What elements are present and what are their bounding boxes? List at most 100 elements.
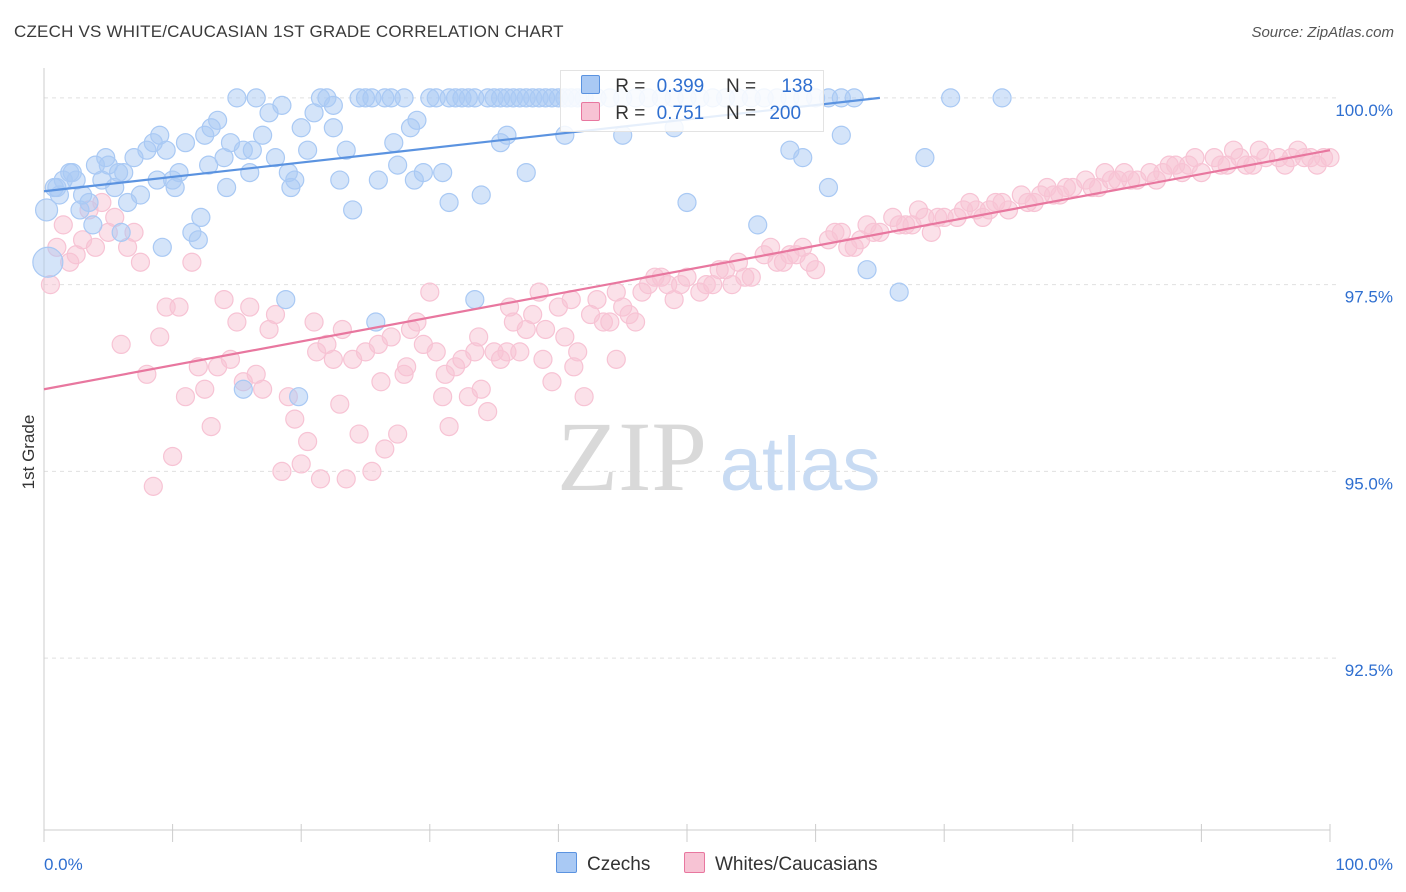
czechs-point [368, 170, 388, 190]
whites-point [349, 424, 369, 444]
czechs-point [227, 88, 247, 108]
whites-point [323, 349, 343, 369]
whites-point [523, 304, 543, 325]
whites-point [381, 327, 401, 347]
whites-point [1146, 170, 1166, 190]
whites-point [555, 327, 575, 347]
czechs-point [62, 162, 82, 183]
czechs-point [246, 88, 266, 108]
whites-point [375, 439, 395, 459]
whites-point [992, 192, 1012, 213]
czechs-point [272, 95, 292, 115]
x-tick-label: 100.0% [1335, 855, 1393, 874]
whites-point [265, 304, 286, 325]
y-tick-label: 100.0% [1335, 101, 1393, 120]
czechs-point [433, 162, 453, 183]
whites-point [625, 312, 646, 332]
whites-point [169, 297, 189, 317]
czechs-point [471, 185, 491, 205]
whites-point [478, 402, 498, 422]
whites-point [1056, 177, 1076, 198]
whites-point [1031, 185, 1051, 205]
whites-point [838, 237, 858, 257]
whites-point [587, 289, 607, 310]
bottom-legend-whites[interactable]: Whites/Caucasians [684, 852, 878, 876]
correlation-legend: R = 0.399 N = 138 R = 0.751 N = 200 [560, 70, 824, 132]
bottom-legend-label-whites: Whites/Caucasians [715, 854, 878, 875]
whites-point [253, 379, 273, 399]
legend-r-whites: 0.751 [656, 103, 705, 124]
bottom-legend-czechs[interactable]: Czechs [556, 852, 650, 876]
whites-point [227, 312, 247, 332]
legend-r-label: R = [615, 76, 646, 97]
whites-point [240, 297, 260, 317]
axes [43, 68, 1331, 842]
czechs-point [323, 118, 343, 138]
czechs-point [407, 110, 427, 130]
whites-point [735, 267, 755, 287]
legend-n-label: N = [725, 76, 757, 97]
legend-n-czechs: 138 [781, 76, 814, 97]
whites-point [1185, 148, 1205, 168]
whites-point [426, 342, 446, 362]
watermark-atlas: atlas [720, 422, 881, 507]
czechs-point [394, 88, 414, 108]
whites-point [439, 416, 459, 437]
whites-point [397, 357, 417, 377]
legend-swatch-whites [581, 102, 600, 121]
whites-point [1249, 140, 1269, 160]
whites-point [201, 416, 221, 437]
czechs-point [130, 185, 151, 205]
czechs-point [175, 133, 196, 153]
legend-r-czechs: 0.399 [656, 76, 705, 97]
whites-point [760, 237, 781, 257]
czechs-point [233, 379, 253, 399]
whites-point [420, 282, 440, 302]
whites-point [799, 252, 819, 272]
whites-trend-line [43, 149, 1331, 391]
czechs-point [96, 148, 116, 168]
whites-point [1275, 155, 1295, 175]
czechs-point [217, 177, 237, 198]
czechs-point [490, 133, 511, 153]
czechs-point [404, 170, 424, 190]
czechs-point [677, 192, 697, 213]
whites-point [310, 469, 331, 489]
whites-point [469, 327, 489, 347]
whites-point [600, 312, 620, 332]
whites-point [433, 387, 453, 407]
whites-point [1223, 140, 1244, 160]
whites-point [542, 372, 562, 392]
czechs-point [844, 88, 864, 108]
whites-point [371, 372, 391, 392]
legend-row-whites: R = 0.751 N = 200 [581, 102, 801, 128]
czechs-point [152, 237, 172, 257]
czechs-point [857, 260, 877, 280]
czechs-point [32, 246, 64, 278]
czechs-point [199, 155, 219, 175]
whites-point [175, 387, 196, 407]
y-tick-label: 92.5% [1345, 661, 1393, 680]
czechs-point [291, 118, 311, 138]
whites-point [1095, 162, 1115, 183]
whites-point [564, 357, 584, 377]
whites-point [130, 252, 151, 272]
whites-point [825, 222, 845, 242]
x-tick-label: 0.0% [44, 855, 83, 874]
czechs-point [34, 198, 59, 222]
czechs-point [281, 177, 301, 198]
whites-point [388, 424, 408, 444]
whites-point [143, 476, 163, 496]
czechs-point [253, 125, 273, 145]
whites-point [195, 379, 215, 399]
czechs-point [915, 148, 935, 168]
czechs-point [330, 170, 350, 190]
czechs-point [941, 88, 961, 108]
whites-point [632, 282, 652, 302]
czechs-point [343, 200, 363, 220]
czechs-point [156, 140, 176, 160]
whites-point [574, 387, 594, 407]
whites-point [1159, 155, 1179, 175]
czechs-point [44, 177, 64, 198]
